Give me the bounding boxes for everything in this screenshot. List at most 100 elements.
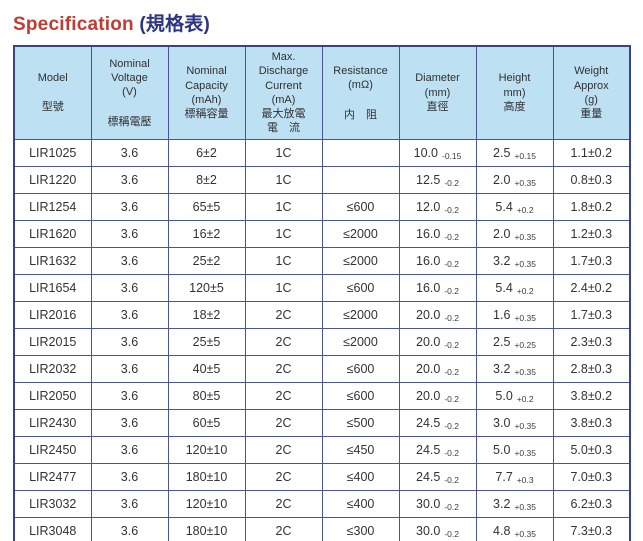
cell-weight: 0.8±0.3 [552, 165, 631, 194]
cell-capacity: 180±10 [167, 462, 246, 491]
cell-resistance: ≤2000 [321, 300, 400, 329]
cell-discharge: 2C [244, 381, 323, 410]
col-header-nominal-capacity: Nominal Capacity (mAh) 標稱容量 [167, 45, 246, 140]
height-tolerance: +0.35 [514, 177, 536, 188]
col-header-nominal-voltage: Nominal Voltage (V) 標稱電壓 [90, 45, 169, 140]
cell-model: LIR1254 [13, 192, 92, 221]
height-tolerance: +0.35 [514, 447, 536, 458]
diameter-value: 24.5 [416, 442, 441, 457]
cell-diameter: 24.5 -0.2 [398, 408, 477, 437]
cell-height: 5.4 +0.2 [475, 273, 554, 302]
cell-weight: 1.7±0.3 [552, 300, 631, 329]
table-row: LIR2430 3.6 60±5 2C ≤500 24.5 -0.2 3.0 +0.… [13, 408, 631, 437]
cell-height: 5.0 +0.2 [475, 381, 554, 410]
cell-diameter: 20.0 -0.2 [398, 327, 477, 356]
cell-voltage: 3.6 [90, 354, 169, 383]
cell-discharge: 2C [244, 435, 323, 464]
cell-voltage: 3.6 [90, 273, 169, 302]
cell-voltage: 3.6 [90, 381, 169, 410]
table-row: LIR1654 3.6 120±5 1C ≤600 16.0 -0.2 5.4 +0… [13, 273, 631, 302]
height-tolerance: +0.35 [514, 366, 536, 377]
height-value: 5.0 [495, 388, 513, 403]
diameter-tolerance: -0.2 [444, 501, 459, 512]
cell-diameter: 20.0 -0.2 [398, 354, 477, 383]
cell-discharge: 1C [244, 165, 323, 194]
cell-discharge: 2C [244, 327, 323, 356]
cell-capacity: 25±5 [167, 327, 246, 356]
diameter-tolerance: -0.15 [441, 150, 462, 161]
table-row: LIR2032 3.6 40±5 2C ≤600 20.0 -0.2 3.2 +0.… [13, 354, 631, 383]
cell-discharge: 2C [244, 516, 323, 541]
cell-weight: 1.1±0.2 [552, 138, 631, 167]
cell-height: 2.5 +0.15 [475, 138, 554, 167]
cell-discharge: 1C [244, 138, 323, 167]
height-value: 5.4 [495, 199, 513, 214]
col-header-model: Model 型號 [13, 45, 92, 140]
cell-resistance: ≤600 [321, 273, 400, 302]
spec-table-head: Model 型號 Nominal Voltage (V) 標稱電壓 Nominal Cap… [13, 45, 631, 140]
cell-capacity: 6±2 [167, 138, 246, 167]
cell-height: 3.2 +0.35 [475, 246, 554, 275]
cell-voltage: 3.6 [90, 408, 169, 437]
table-row: LIR2016 3.6 18±2 2C ≤2000 20.0 -0.2 1.6 +0… [13, 300, 631, 329]
cell-resistance [321, 138, 400, 167]
cell-discharge: 2C [244, 300, 323, 329]
cell-height: 2.0 +0.35 [475, 165, 554, 194]
cell-model: LIR1025 [13, 138, 92, 167]
cell-weight: 2.4±0.2 [552, 273, 631, 302]
cell-resistance: ≤300 [321, 516, 400, 541]
cell-model: LIR2032 [13, 354, 92, 383]
cell-capacity: 8±2 [167, 165, 246, 194]
table-row: LIR1025 3.6 6±2 1C 10.0 -0.15 2.5 +0.15 1.… [13, 138, 631, 167]
cell-discharge: 1C [244, 273, 323, 302]
cell-diameter: 30.0 -0.2 [398, 516, 477, 541]
cell-voltage: 3.6 [90, 489, 169, 518]
cell-diameter: 16.0 -0.2 [398, 273, 477, 302]
cell-discharge: 2C [244, 408, 323, 437]
cell-height: 5.0 +0.35 [475, 435, 554, 464]
spec-table-body: LIR1025 3.6 6±2 1C 10.0 -0.15 2.5 +0.15 1.… [13, 138, 631, 541]
cell-resistance: ≤2000 [321, 246, 400, 275]
cell-diameter: 20.0 -0.2 [398, 300, 477, 329]
table-row: LIR3032 3.6 120±10 2C ≤400 30.0 -0.2 3.2 +… [13, 489, 631, 518]
col-header-max-discharge-current: Max. Discharge Current (mA) 最大放電電 流 [244, 45, 323, 140]
cell-resistance: ≤2000 [321, 219, 400, 248]
spec-table: Model 型號 Nominal Voltage (V) 標稱電壓 Nominal Cap… [13, 45, 631, 541]
diameter-value: 24.5 [416, 415, 441, 430]
cell-model: LIR2450 [13, 435, 92, 464]
diameter-tolerance: -0.2 [444, 393, 459, 404]
height-value: 3.0 [493, 415, 511, 430]
diameter-value: 12.5 [416, 172, 441, 187]
cell-model: LIR2430 [13, 408, 92, 437]
height-tolerance: +0.35 [514, 420, 536, 431]
cell-diameter: 20.0 -0.2 [398, 381, 477, 410]
cell-model: LIR1620 [13, 219, 92, 248]
cell-weight: 6.2±0.3 [552, 489, 631, 518]
cell-diameter: 10.0 -0.15 [398, 138, 477, 167]
height-tolerance: +0.15 [514, 150, 536, 161]
diameter-value: 20.0 [416, 361, 441, 376]
height-value: 3.2 [493, 496, 511, 511]
cell-capacity: 60±5 [167, 408, 246, 437]
cell-model: LIR2477 [13, 462, 92, 491]
cell-capacity: 25±2 [167, 246, 246, 275]
col-header-resistance: Resistance (mΩ) 内 阻 [321, 45, 400, 140]
cell-discharge: 2C [244, 354, 323, 383]
cell-model: LIR2015 [13, 327, 92, 356]
cell-discharge: 1C [244, 219, 323, 248]
cell-height: 4.8 +0.35 [475, 516, 554, 541]
cell-height: 5.4 +0.2 [475, 192, 554, 221]
cell-discharge: 1C [244, 192, 323, 221]
cell-weight: 1.7±0.3 [552, 246, 631, 275]
cell-model: LIR1632 [13, 246, 92, 275]
height-tolerance: +0.2 [516, 204, 534, 215]
page-title-en: Specification [13, 14, 134, 35]
height-tolerance: +0.35 [514, 528, 536, 539]
cell-capacity: 120±10 [167, 489, 246, 518]
cell-voltage: 3.6 [90, 435, 169, 464]
height-value: 2.0 [493, 172, 511, 187]
cell-diameter: 30.0 -0.2 [398, 489, 477, 518]
cell-weight: 1.2±0.3 [552, 219, 631, 248]
height-value: 1.6 [493, 307, 511, 322]
table-row: LIR1620 3.6 16±2 1C ≤2000 16.0 -0.2 2.0 +0… [13, 219, 631, 248]
